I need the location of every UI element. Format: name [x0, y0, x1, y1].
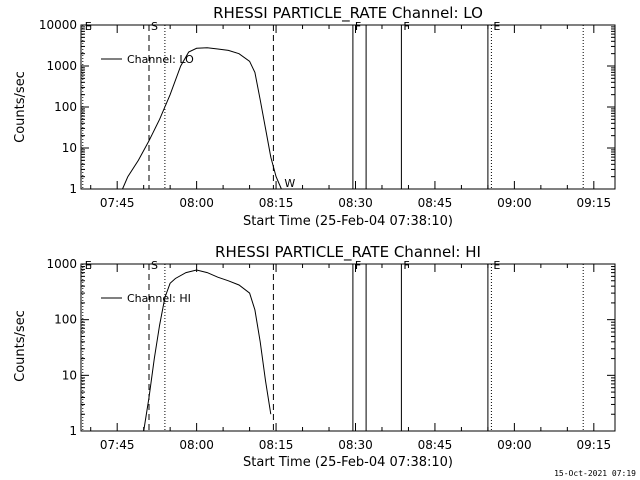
x-tick-label: 08:00 — [179, 438, 214, 452]
marker-label: S — [151, 259, 158, 272]
x-tick-label: 09:00 — [497, 196, 532, 210]
marker-label: E — [493, 259, 500, 272]
y-tick-label: 1 — [69, 424, 77, 438]
x-tick-label: 08:30 — [338, 196, 373, 210]
x-ticks: 07:45 08:00 08:15 08:30 08:45 09:00 09:15 — [90, 264, 612, 452]
series-line — [122, 47, 282, 190]
y-tick-label: 10000 — [39, 18, 77, 32]
marker-label: E — [85, 259, 92, 272]
x-tick-label: 08:15 — [259, 438, 294, 452]
legend: Channel: LO — [101, 53, 194, 66]
x-tick-label: 07:45 — [100, 196, 135, 210]
marker-label: E — [493, 20, 500, 33]
x-tick-label: 09:15 — [577, 196, 612, 210]
legend-entry: Channel: LO — [127, 53, 194, 66]
x-ticks: 07:45 08:00 08:15 08:30 08:45 09:00 09:15 — [90, 25, 612, 210]
y-tick-label: 1000 — [46, 59, 77, 73]
x-tick-label: 08:45 — [418, 438, 453, 452]
y-tick-label: 100 — [54, 313, 77, 327]
marker-label: F — [403, 20, 409, 33]
chart-title: RHESSI PARTICLE_RATE Channel: LO — [213, 4, 483, 23]
y-ticks: 1 10 100 1000 — [46, 257, 615, 438]
x-tick-label: 08:45 — [418, 196, 453, 210]
y-tick-label: 100 — [54, 100, 77, 114]
series-line — [143, 269, 272, 432]
y-tick-label: 10 — [62, 141, 77, 155]
x-tick-label: 08:30 — [338, 438, 373, 452]
series-layer — [143, 269, 272, 432]
marker-label: W — [284, 177, 295, 190]
x-axis-label: Start Time (25-Feb-04 07:38:10) — [243, 214, 453, 229]
generation-timestamp: 15-Oct-2021 07:19 — [554, 469, 636, 478]
y-axis-label: Counts/sec — [13, 71, 28, 143]
x-tick-label: 08:00 — [179, 196, 214, 210]
y-tick-label: 1 — [69, 182, 77, 196]
y-ticks: 1 10 100 1000 10000 — [39, 18, 615, 196]
marker-label: S — [151, 20, 158, 33]
x-tick-label: 08:15 — [259, 196, 294, 210]
chart-panel-hi: RHESSI PARTICLE_RATE Channel: HI Counts/… — [13, 243, 616, 470]
marker-label: F — [403, 259, 409, 272]
plot-frame — [80, 24, 616, 190]
x-axis-label: Start Time (25-Feb-04 07:38:10) — [243, 455, 453, 470]
y-axis-label: Counts/sec — [13, 310, 28, 382]
marker-label: E — [85, 20, 92, 33]
x-tick-label: 07:45 — [100, 438, 135, 452]
marker-label: F — [355, 259, 361, 272]
marker-layer: E S W F F E — [82, 20, 584, 190]
marker-label: F — [355, 20, 361, 33]
y-tick-label: 1000 — [46, 257, 77, 271]
series-layer — [122, 47, 282, 190]
x-tick-label: 09:15 — [577, 438, 612, 452]
chart-panel-lo: RHESSI PARTICLE_RATE Channel: LO Counts/… — [13, 4, 616, 229]
chart-title: RHESSI PARTICLE_RATE Channel: HI — [215, 243, 481, 262]
y-tick-label: 10 — [62, 368, 77, 382]
legend: Channel: HI — [101, 292, 191, 305]
plot-frame — [80, 263, 616, 432]
legend-entry: Channel: HI — [127, 292, 191, 305]
x-tick-label: 09:00 — [497, 438, 532, 452]
